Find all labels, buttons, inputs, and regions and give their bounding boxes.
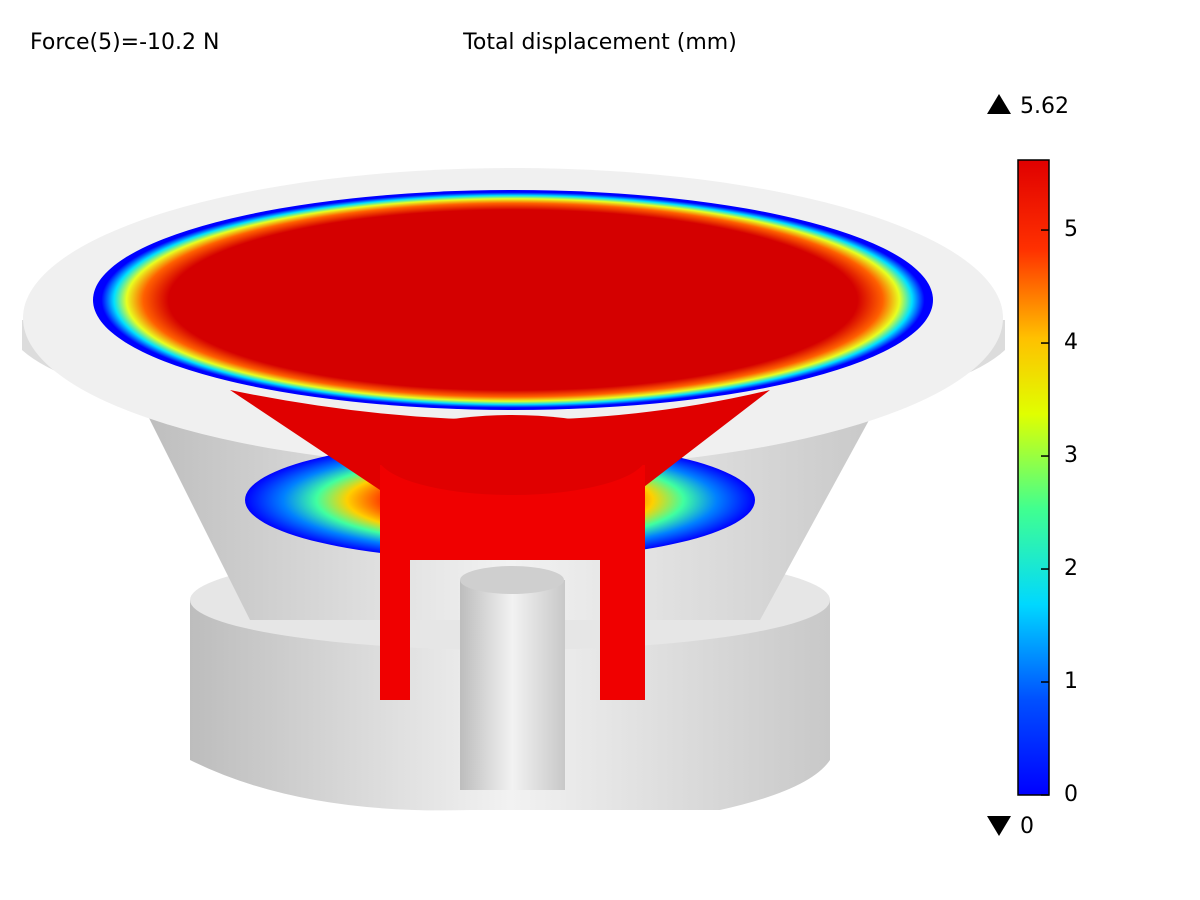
colorbar-tick-label: 1: [1064, 669, 1078, 694]
speaker-model: [22, 168, 1005, 811]
colorbar-tick-label: 3: [1064, 443, 1078, 468]
voice-coil: [380, 465, 645, 700]
pole-piece: [460, 580, 565, 790]
colorbar: 5.62 0 0 1 2 3 4 5: [987, 94, 1078, 839]
colorbar-min: 0: [1020, 814, 1034, 839]
cone: [93, 190, 933, 410]
pole-hole: [460, 566, 564, 594]
annotation: Force(5)=-10.2 N: [30, 30, 220, 55]
title: Total displacement (mm): [462, 30, 737, 55]
dust-cap: [377, 415, 647, 495]
colorbar-gradient: [1017, 159, 1050, 796]
colorbar-tick-label: 5: [1064, 217, 1078, 242]
colorbar-tick-label: 2: [1064, 556, 1078, 581]
colorbar-tick-label: 0: [1064, 782, 1078, 807]
min-arrow: [987, 816, 1011, 836]
max-arrow: [987, 94, 1011, 114]
colorbar-max: 5.62: [1020, 94, 1069, 119]
colorbar-tick-label: 4: [1064, 330, 1078, 355]
